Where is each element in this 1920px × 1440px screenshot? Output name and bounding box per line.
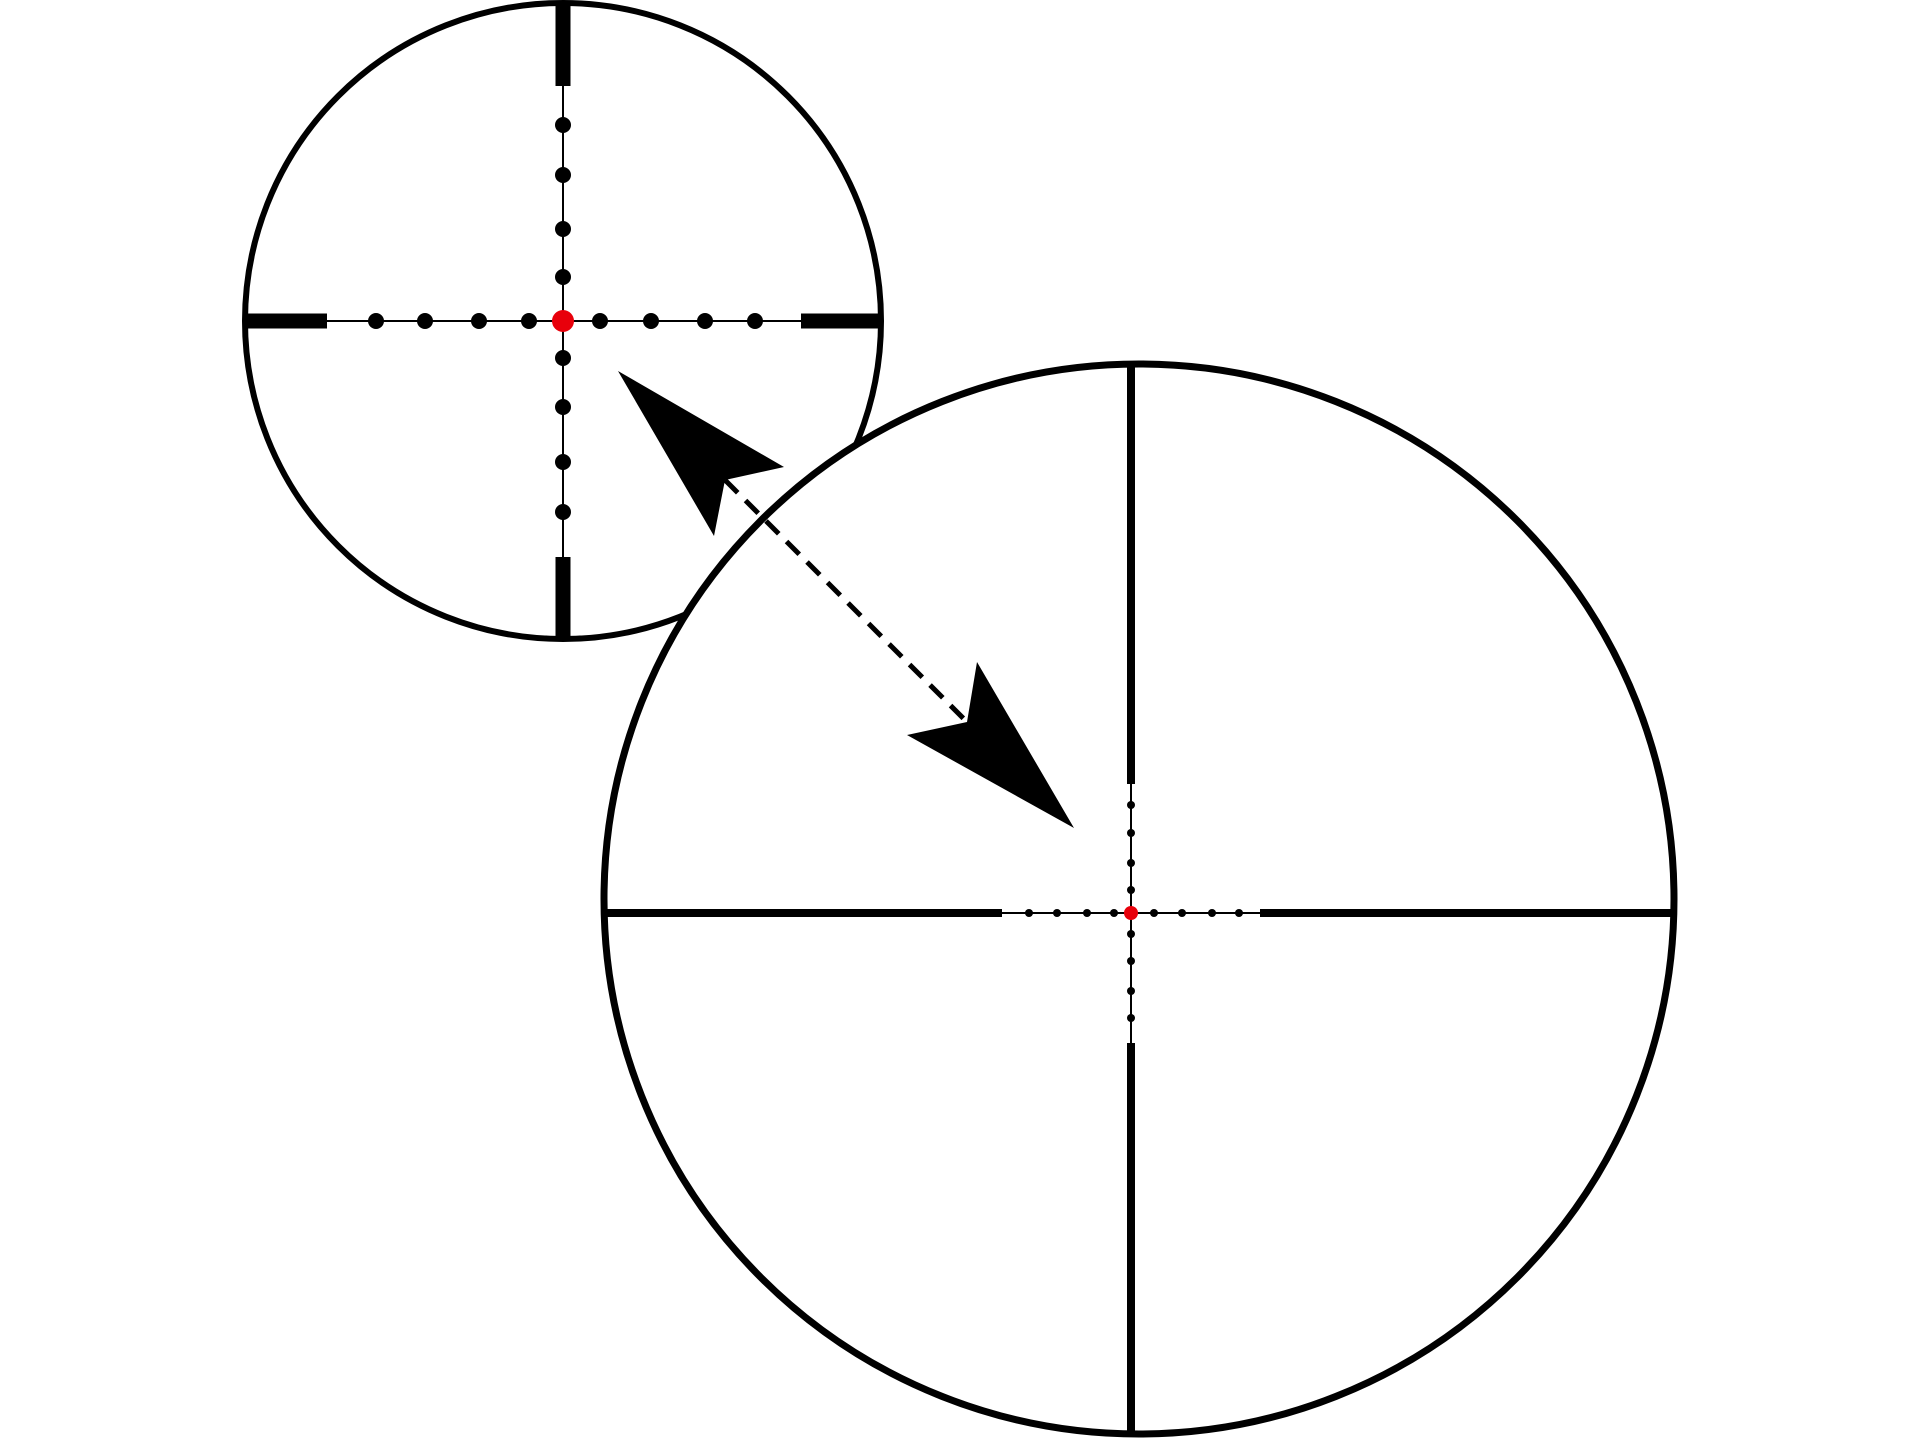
- small-reticle-dot: [521, 313, 537, 329]
- small-reticle-dot: [555, 269, 571, 285]
- large-reticle-dot: [1127, 886, 1135, 894]
- small-center-red-dot: [552, 310, 574, 332]
- double-arrow-connector: [618, 371, 1074, 828]
- large-reticle-dot: [1150, 909, 1158, 917]
- small-reticle-dot: [555, 399, 571, 415]
- small-reticle-dot: [417, 313, 433, 329]
- small-reticle-dot: [471, 313, 487, 329]
- small-reticle-dot: [555, 167, 571, 183]
- large-reticle-dot: [1127, 930, 1135, 938]
- large-reticle-dot: [1110, 909, 1118, 917]
- large-reticle-dot: [1083, 909, 1091, 917]
- small-reticle-dot: [697, 313, 713, 329]
- large-reticle-dot: [1208, 909, 1216, 917]
- large-reticle-dot: [1127, 859, 1135, 867]
- large-reticle: [600, 360, 1678, 1438]
- large-reticle-dot: [1127, 957, 1135, 965]
- large-reticle-dot: [1127, 801, 1135, 809]
- large-reticle-dot: [1235, 909, 1243, 917]
- large-reticle-ring: [600, 360, 1678, 1438]
- large-reticle-dot: [1127, 829, 1135, 837]
- large-reticle-dot: [1127, 1014, 1135, 1022]
- large-reticle-dot: [1178, 909, 1186, 917]
- arrowhead-up-left-icon: [618, 371, 784, 536]
- small-reticle-dot: [747, 313, 763, 329]
- small-reticle-dot: [592, 313, 608, 329]
- large-reticle-dot: [1025, 909, 1033, 917]
- large-reticle-dot: [1127, 987, 1135, 995]
- small-reticle-dot: [555, 117, 571, 133]
- small-reticle-dot: [368, 313, 384, 329]
- small-reticle-dot: [555, 504, 571, 520]
- small-reticle-dot: [555, 350, 571, 366]
- small-reticle-dot: [555, 221, 571, 237]
- small-reticle-dot: [555, 454, 571, 470]
- arrowhead-down-right-icon: [907, 662, 1074, 828]
- large-center-red-dot: [1124, 906, 1138, 920]
- large-reticle-dot: [1053, 909, 1061, 917]
- small-reticle-dot: [643, 313, 659, 329]
